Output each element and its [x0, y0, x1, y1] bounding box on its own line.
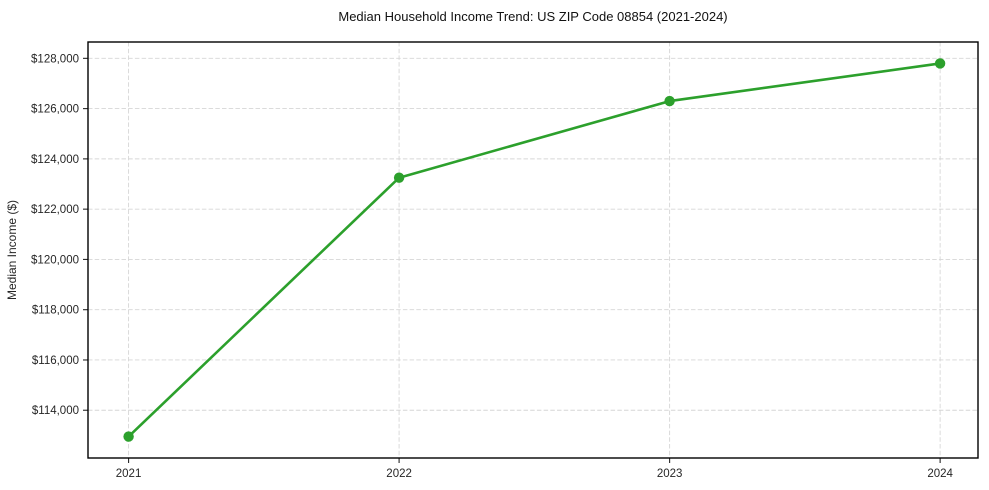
data-point-marker	[934, 58, 946, 69]
y-tick-label: $122,000	[31, 204, 79, 216]
y-tick-label: $126,000	[31, 104, 79, 116]
data-point-marker	[393, 172, 405, 183]
y-tick-label: $120,000	[31, 254, 79, 266]
y-axis-label: Median Income ($)	[5, 200, 19, 300]
y-tick-label: $116,000	[32, 355, 79, 367]
x-tick-label: 2024	[927, 468, 953, 480]
data-point-marker	[664, 95, 675, 107]
x-tick-label: 2022	[386, 468, 412, 480]
plot-border	[87, 41, 979, 459]
y-tick-label: $128,000	[31, 53, 79, 65]
y-tick-label: $114,000	[32, 405, 79, 417]
x-tick-label: 2023	[657, 468, 683, 480]
y-tick-label: $118,000	[32, 305, 79, 317]
plot-layer: 2021 2022 2023 2024 $114,000 $116,000 $118,000…	[31, 41, 979, 480]
y-tick-label: $124,000	[31, 154, 79, 166]
x-tick-label: 2021	[116, 468, 142, 480]
chart-title: Median Household Income Trend: US ZIP Co…	[338, 9, 727, 24]
data-point-marker	[123, 431, 134, 442]
trend-line	[127, 62, 942, 438]
